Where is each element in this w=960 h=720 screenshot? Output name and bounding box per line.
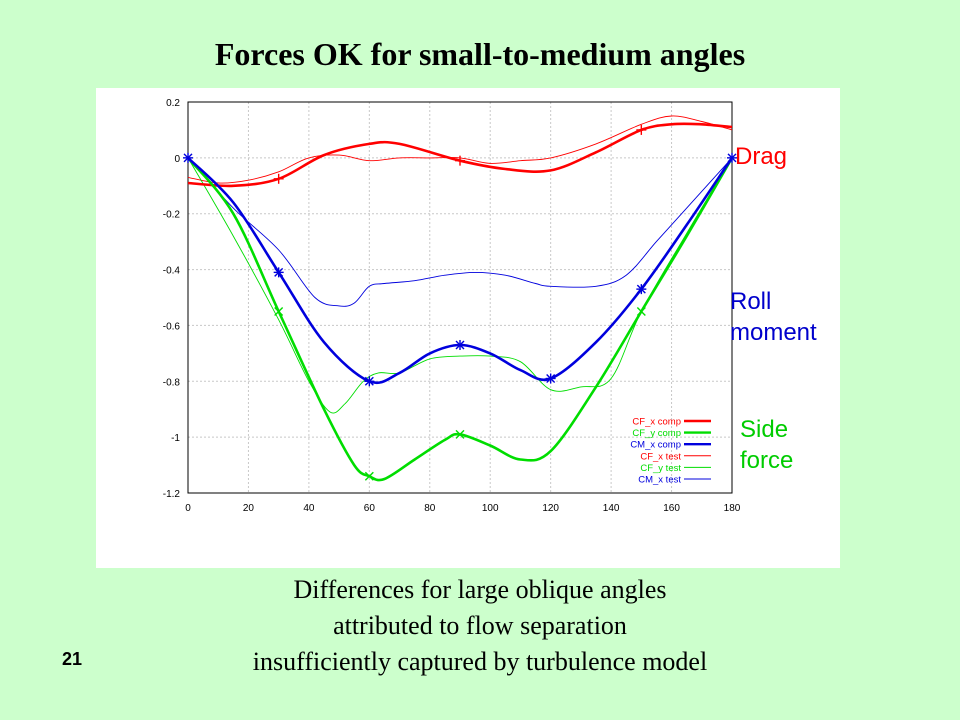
series-marker xyxy=(273,173,284,184)
legend-label: CF_y test xyxy=(640,463,681,474)
y-tick-label: -1 xyxy=(171,433,180,444)
drag-annotation-text: Drag xyxy=(735,143,788,170)
marker-stroke xyxy=(274,267,284,277)
x-tick-label: 100 xyxy=(482,503,499,514)
y-tick-label: -0.6 xyxy=(163,321,181,332)
series-marker xyxy=(727,152,737,163)
series-marker xyxy=(364,376,375,387)
y-tick-label: -1.2 xyxy=(163,489,181,500)
series-marker xyxy=(636,124,647,135)
caption-line: insufficiently captured by turbulence mo… xyxy=(252,647,708,676)
series-marker xyxy=(183,152,193,163)
legend-label: CF_x test xyxy=(640,451,681,462)
series-marker xyxy=(636,284,647,295)
series-cm-x-comp xyxy=(183,152,737,387)
y-tick-label: 0.2 xyxy=(166,98,180,109)
series-cf-y-comp xyxy=(186,157,734,482)
series-line xyxy=(186,157,734,482)
y-tick-label: -0.8 xyxy=(163,377,181,388)
drag-annotation: Drag xyxy=(735,141,787,172)
series-marker xyxy=(455,339,465,350)
caption-line: Differences for large oblique angles xyxy=(293,575,667,604)
legend-label: CM_x test xyxy=(638,475,681,486)
x-tick-label: 120 xyxy=(542,503,559,514)
caption-line: attributed to flow separation xyxy=(333,611,627,640)
slide-caption: Differences for large oblique angles att… xyxy=(0,572,960,680)
marker-stroke xyxy=(636,306,646,316)
x-tick-label: 60 xyxy=(364,503,376,514)
series-marker xyxy=(545,373,556,384)
series-cf-y-test xyxy=(187,157,733,414)
side-force-annotation: Side force xyxy=(740,414,830,476)
marker-stroke xyxy=(364,471,374,481)
series-marker xyxy=(273,267,284,278)
series-line xyxy=(187,122,733,188)
series-cf-x-comp xyxy=(187,122,733,188)
x-tick-label: 140 xyxy=(603,503,620,514)
marker-stroke xyxy=(546,373,556,383)
legend-label: CM_x comp xyxy=(630,440,681,451)
x-tick-label: 80 xyxy=(424,503,436,514)
marker-stroke xyxy=(274,306,284,316)
slide-title: Forces OK for small-to-medium angles xyxy=(214,36,746,72)
side-annotation-line1: Side xyxy=(740,416,789,443)
x-tick-label: 0 xyxy=(185,503,191,514)
roll-annotation-line1: Roll xyxy=(730,288,772,315)
chart-panel: 0 20 40 60 80 100 120 140 160 180 0.2 0 -0.2 -0.4 -0.6… xyxy=(96,88,840,568)
series-marker xyxy=(636,306,646,316)
marker-stroke xyxy=(455,429,465,439)
x-tick-label: 20 xyxy=(243,503,255,514)
marker-stroke xyxy=(636,284,646,294)
plot-frame xyxy=(187,101,733,494)
series-marker xyxy=(455,155,465,166)
marker-stroke xyxy=(183,153,193,163)
roll-annotation-line2: moment xyxy=(730,319,817,346)
x-tick-label: 180 xyxy=(724,503,741,514)
series-marker xyxy=(455,429,465,439)
line-chart: 0 20 40 60 80 100 120 140 160 180 0.2 0 -0.2 -0.4 -0.6… xyxy=(163,98,741,514)
slide-number: 21 xyxy=(62,649,83,669)
series-marker xyxy=(274,306,284,316)
y-tick-label: -0.2 xyxy=(163,210,181,221)
y-tick-label: 0 xyxy=(174,154,180,165)
roll-moment-annotation: Roll moment xyxy=(730,286,840,348)
series-marker xyxy=(364,471,374,481)
y-tick-label: -0.4 xyxy=(163,266,181,277)
marker-stroke xyxy=(364,376,374,386)
series-line xyxy=(187,157,733,414)
series-cm-x-test xyxy=(187,157,733,307)
marker-stroke xyxy=(727,153,737,163)
grid xyxy=(187,101,733,494)
legend-label: CF_x comp xyxy=(632,417,681,428)
x-tick-label: 40 xyxy=(303,503,315,514)
side-annotation-line2: force xyxy=(740,447,794,474)
series-line xyxy=(187,157,733,307)
x-tick-label: 160 xyxy=(663,503,680,514)
legend-label: CF_y comp xyxy=(632,428,681,439)
marker-stroke xyxy=(455,340,465,350)
